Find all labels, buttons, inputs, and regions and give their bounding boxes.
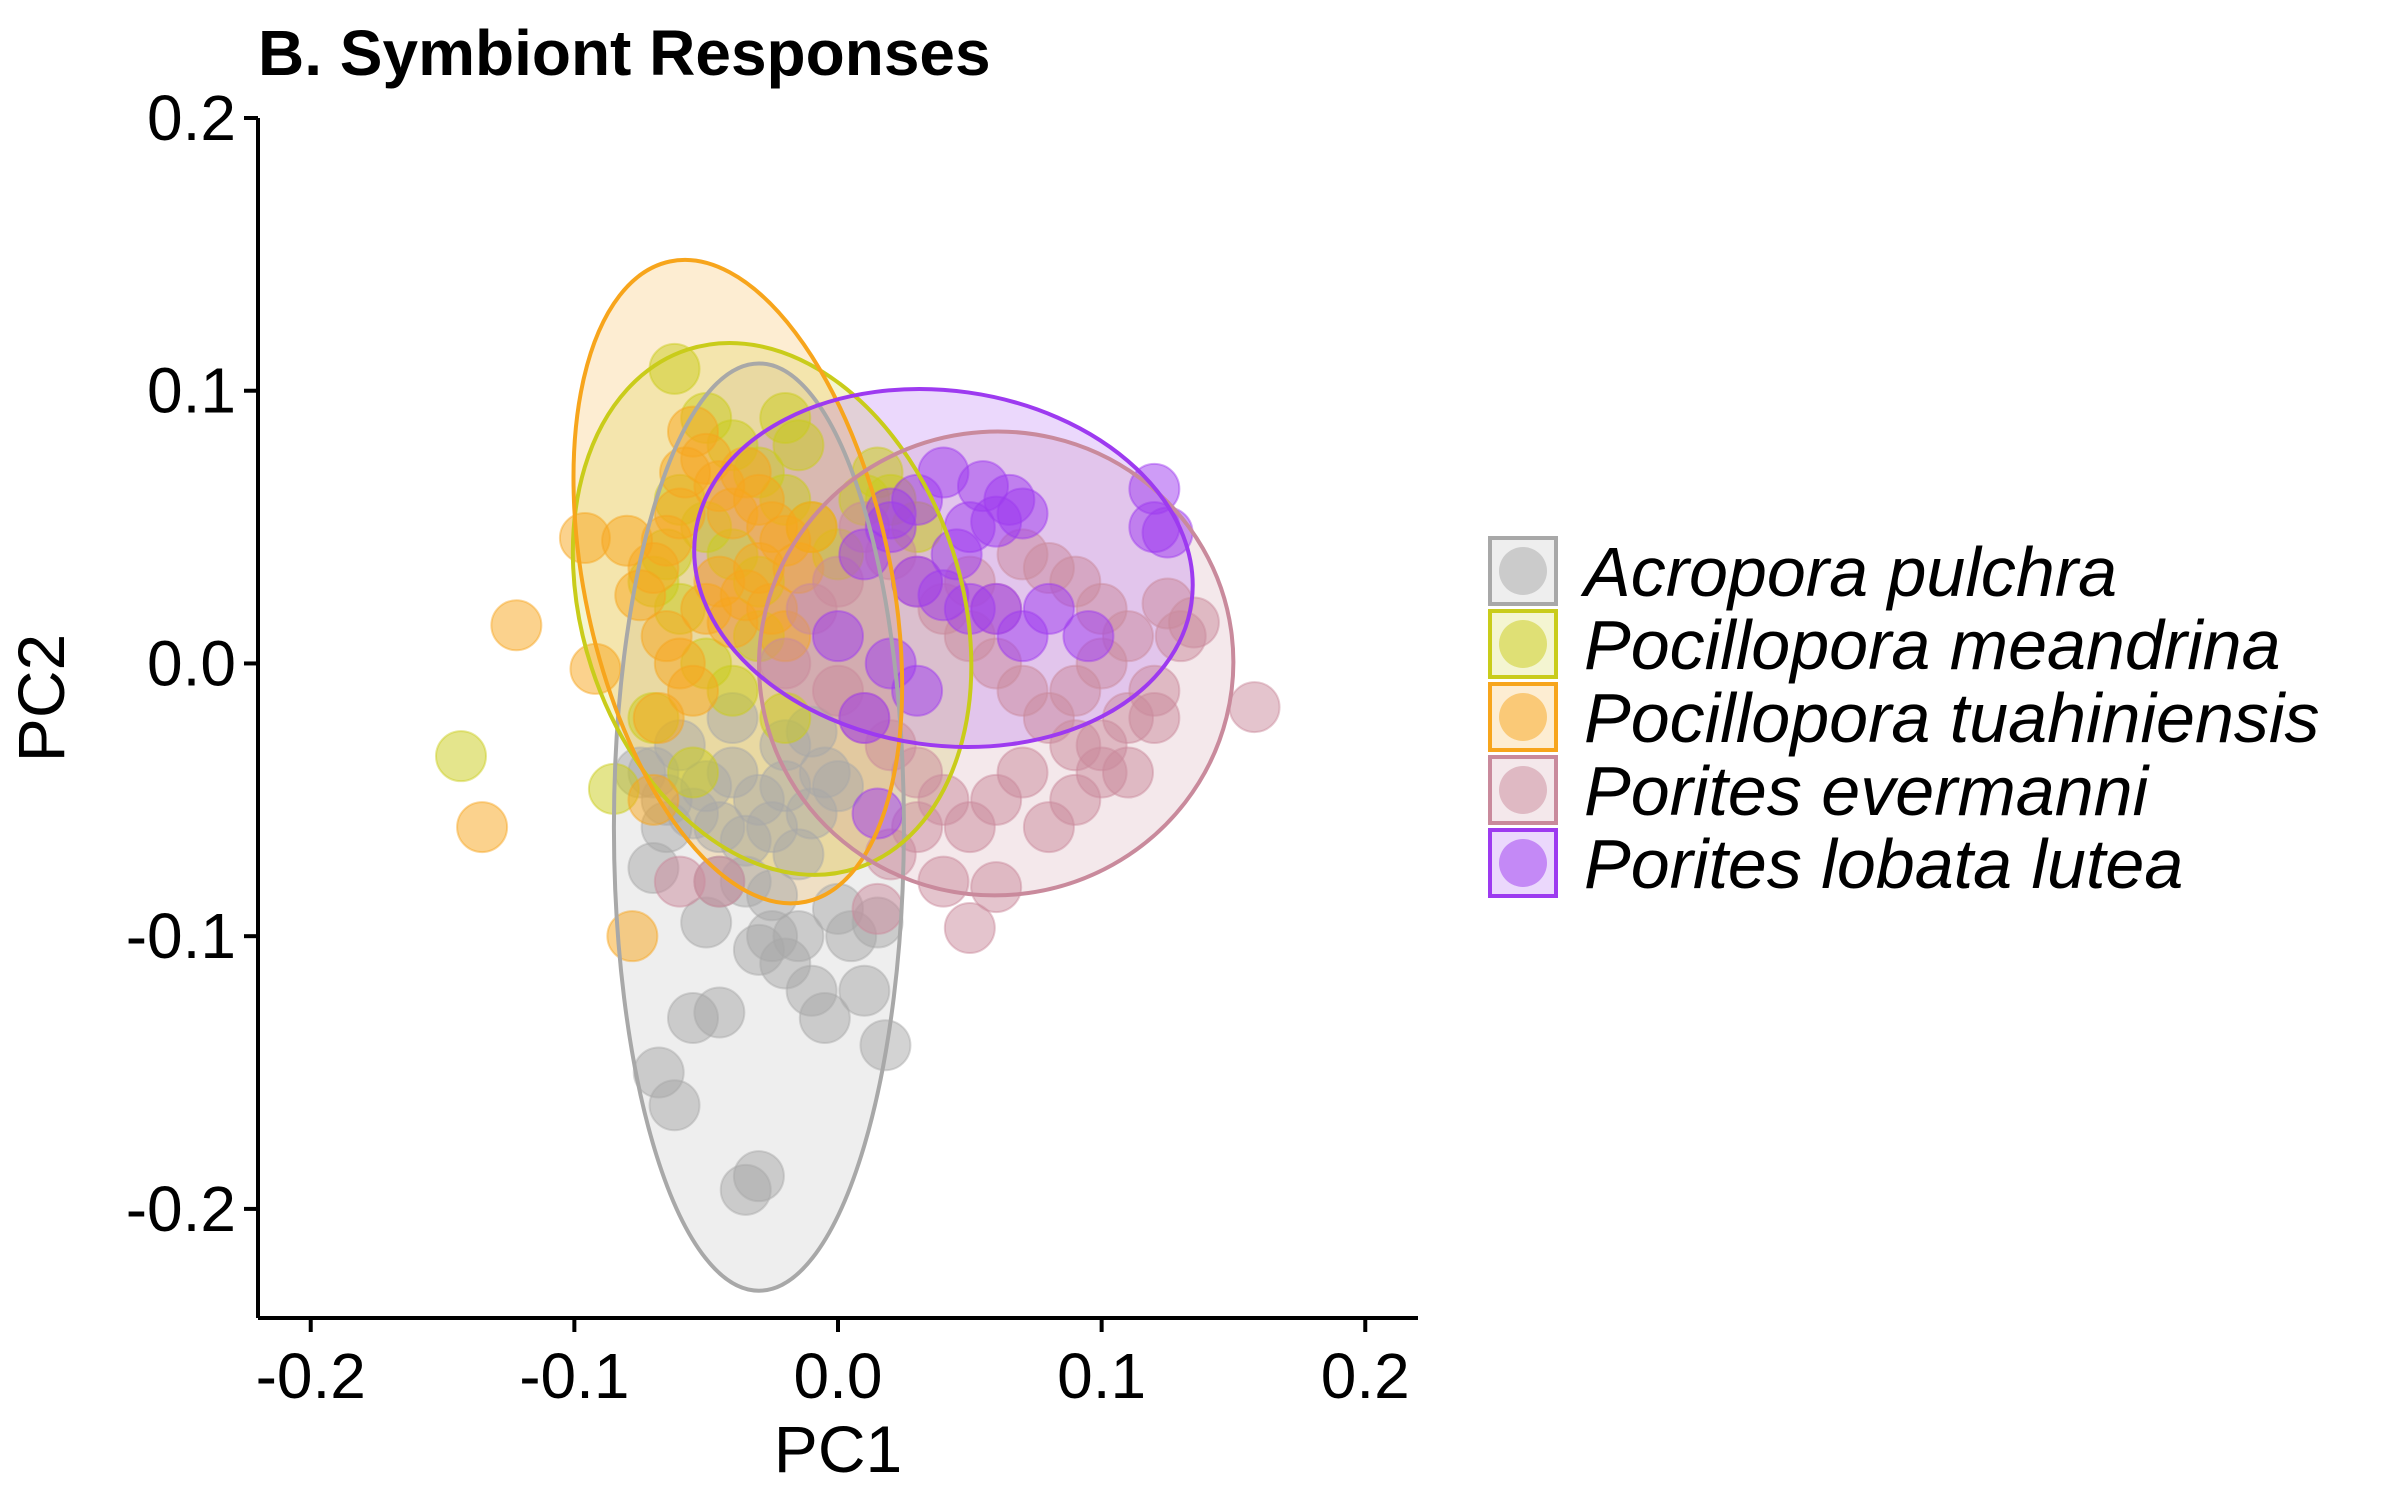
point-pocillopora-meandrina (435, 730, 487, 783)
point-porites-evermanni (917, 855, 970, 908)
point-pocillopora-tuahiniensis (659, 446, 712, 499)
x-tick-label: -0.2 (256, 1340, 366, 1412)
point-porites-lobata-lutea (930, 528, 983, 581)
chart-title: B. Symbiont Responses (258, 17, 991, 89)
axes: -0.2 -0.1 0.0 0.1 0.2 -0.2 -0.1 0.0 0.1 0.2 (126, 82, 1418, 1412)
x-tick-label: 0.2 (1321, 1340, 1410, 1412)
legend-item-pocillopora-tuahiniensis: Pocillopora tuahiniensis (1488, 679, 2319, 757)
point-porites-evermanni (1228, 681, 1281, 734)
point-acropora-pulchra (648, 1079, 701, 1132)
point-acropora-pulchra (693, 986, 746, 1039)
legend-key-dot (1499, 839, 1547, 887)
point-acropora-pulchra (838, 964, 891, 1017)
ellipse-outline-acropora-pulchra (611, 361, 906, 1293)
legend-label: Acropora pulchra (1580, 533, 2117, 611)
point-porites-evermanni (970, 861, 1023, 914)
point-porites-evermanni (1141, 577, 1194, 630)
point-porites-evermanni (1049, 773, 1102, 826)
legend-label: Porites lobata lutea (1584, 825, 2183, 903)
ellipse-outline-porites-evermanni (757, 429, 1236, 898)
point-pocillopora-tuahiniensis (785, 501, 838, 554)
point-acropora-pulchra (732, 1150, 785, 1203)
legend-key-dot (1499, 766, 1547, 814)
point-porites-evermanni (1102, 746, 1154, 799)
point-pocillopora-tuahiniensis (632, 692, 685, 744)
legend-label: Porites evermanni (1584, 752, 2151, 830)
point-pocillopora-tuahiniensis (601, 514, 654, 567)
x-axis-title: PC1 (774, 1412, 902, 1486)
legend-key-dot (1499, 693, 1547, 741)
point-porites-lobata-lutea (1022, 582, 1075, 635)
legend-item-acropora-pulchra: Acropora pulchra (1488, 533, 2117, 611)
point-porites-lobata-lutea (1062, 610, 1115, 663)
y-axis-ticks: -0.2 -0.1 0.0 0.1 0.2 (126, 82, 258, 1245)
x-axis-ticks: -0.2 -0.1 0.0 0.1 0.2 (256, 1318, 1410, 1412)
point-pocillopora-tuahiniensis (614, 569, 667, 622)
point-pocillopora-tuahiniensis (667, 664, 719, 717)
point-porites-lobata-lutea (891, 664, 944, 717)
legend-key-dot (1499, 620, 1547, 668)
point-porites-evermanni (996, 746, 1049, 799)
ellipse-outline-layer (570, 257, 1236, 1293)
y-tick-label: -0.2 (126, 1173, 236, 1245)
legend-label: Pocillopora tuahiniensis (1584, 679, 2319, 757)
y-tick-label: 0.1 (147, 355, 236, 427)
x-tick-label: 0.0 (794, 1340, 883, 1412)
y-tick-label: -0.1 (126, 900, 236, 972)
ellipse-outline-pocillopora-tuahiniensis (571, 257, 905, 906)
point-pocillopora-meandrina (772, 419, 825, 472)
point-porites-lobata-lutea (996, 487, 1049, 540)
point-pocillopora-meandrina (648, 342, 701, 395)
point-porites-evermanni (693, 855, 746, 908)
legend-label: Pocillopora meandrina (1584, 606, 2281, 684)
y-tick-label: 0.0 (147, 627, 236, 699)
point-porites-lobata-lutea (838, 692, 891, 744)
x-tick-label: -0.1 (519, 1340, 629, 1412)
legend-item-pocillopora-meandrina: Pocillopora meandrina (1488, 606, 2281, 684)
point-porites-evermanni (943, 902, 996, 954)
point-pocillopora-meandrina (667, 746, 719, 799)
point-porites-evermanni (851, 882, 904, 935)
point-porites-evermanni (1128, 692, 1181, 744)
ellipse-outline-porites-lobata-lutea (692, 387, 1195, 749)
point-porites-lobata-lutea (812, 610, 864, 663)
x-tick-label: 0.1 (1057, 1340, 1146, 1412)
point-pocillopora-tuahiniensis (456, 801, 509, 854)
legend-item-porites-evermanni: Porites evermanni (1488, 752, 2151, 830)
point-pocillopora-tuahiniensis (490, 599, 543, 652)
legend-item-porites-lobata-lutea: Porites lobata lutea (1488, 825, 2183, 903)
point-pocillopora-meandrina (759, 692, 812, 744)
point-acropora-pulchra (772, 910, 825, 963)
y-tick-label: 0.2 (147, 82, 236, 154)
y-axis-title: PC2 (4, 634, 78, 762)
point-acropora-pulchra (798, 992, 851, 1044)
point-acropora-pulchra (812, 760, 864, 813)
legend-key-dot (1499, 547, 1547, 595)
